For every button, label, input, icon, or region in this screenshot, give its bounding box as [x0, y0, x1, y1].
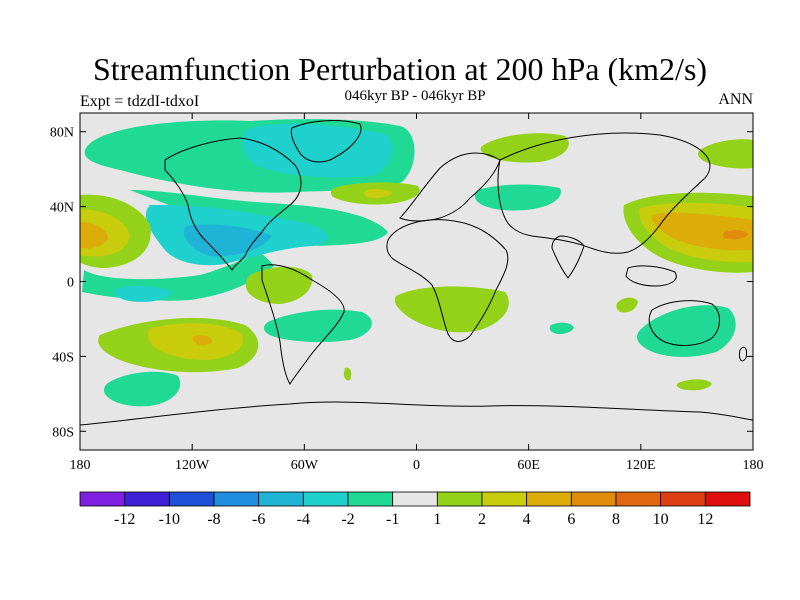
coastlines	[80, 120, 753, 426]
coast-se-asia	[625, 265, 677, 287]
contour-neg-greenland-core	[242, 123, 393, 178]
contour-neg-europe	[474, 184, 561, 211]
contour-neg-south-atlantic	[263, 309, 372, 343]
colorbar-label: 8	[612, 511, 620, 528]
lat-tick-label: 40S	[52, 350, 74, 365]
colorbar-label: 4	[523, 511, 531, 528]
coast-australia	[648, 300, 720, 346]
chart-subtitle: 046kyr BP - 046kyr BP	[344, 88, 486, 104]
contour-pos-japan-max	[722, 230, 748, 240]
colorbar-swatch	[570, 491, 617, 507]
lon-tick-label: 180	[70, 458, 91, 473]
contour-pos-north-atlantic-core	[364, 189, 392, 198]
contour-pos-pacific-west-core	[80, 222, 108, 249]
colorbar-swatch	[79, 491, 126, 507]
coast-asia	[497, 132, 711, 254]
colorbar-label: 12	[697, 511, 713, 528]
lat-tick-label: 80S	[52, 425, 74, 440]
colorbar-label: -10	[159, 511, 180, 528]
colorbar-swatch	[526, 491, 572, 507]
colorbar-swatch	[213, 491, 260, 507]
lat-tick-label: 0	[67, 276, 74, 291]
experiment-label: Expt = tdzdI-tdxoI	[80, 93, 200, 110]
coast-antarctica	[80, 401, 753, 426]
lat-tick-label: 40N	[50, 201, 74, 216]
lon-tick-label: 0	[413, 458, 420, 473]
contour-pos-japan-core	[651, 212, 753, 251]
colorbar-swatch	[615, 491, 662, 507]
contour-neg-south-ocean-east	[676, 379, 712, 391]
colorbar-swatch	[168, 491, 215, 507]
chart-title: Streamfunction Perturbation at 200 hPa (…	[92, 51, 708, 87]
colorbar-label: 2	[478, 511, 486, 528]
colorbar-label: -8	[207, 511, 220, 528]
colorbar-label: -6	[252, 511, 265, 528]
colorbar-label: 10	[653, 511, 669, 528]
colorbar-label: 1	[433, 511, 441, 528]
colorbar-label: -2	[341, 511, 354, 528]
colorbar-swatch	[436, 491, 483, 507]
contour-pos-arctic-siberia	[480, 133, 569, 163]
colorbar-label: -4	[297, 511, 310, 528]
lon-tick-label: 60W	[291, 458, 319, 473]
contour-pos-indian-ocean	[616, 297, 638, 313]
lon-tick-label: 120W	[175, 458, 210, 473]
contour-fields	[80, 119, 753, 407]
coast-new-zealand	[739, 346, 747, 362]
colorbar-swatch	[258, 491, 304, 507]
lat-axis: 80N 40N 0 40S 80S	[50, 126, 753, 440]
colorbar: -12 -10 -8 -6 -4 -2 -1 1 2 4 6 8 10 12	[79, 491, 751, 528]
colorbar-swatch	[124, 491, 170, 507]
contour-neg-southern-ocean	[104, 371, 181, 407]
contour-neg-east-pacific	[114, 285, 172, 302]
colorbar-swatch	[481, 491, 528, 507]
colorbar-swatch	[392, 491, 438, 507]
lon-tick-label: 120E	[626, 458, 656, 473]
contour-neg-indian-south	[549, 322, 574, 335]
season-label: ANN	[718, 91, 753, 108]
colorbar-swatch	[660, 491, 706, 507]
contour-neg-america-core	[184, 224, 272, 257]
contour-pos-south-pacific-core	[192, 335, 212, 345]
contour-neg-australia	[637, 305, 736, 357]
coast-africa	[386, 219, 509, 342]
contour-pos-arctic-east	[697, 139, 753, 169]
contour-pos-tropical-atlantic	[246, 266, 313, 304]
lon-tick-label: 180	[743, 458, 764, 473]
coast-greenland	[290, 120, 362, 163]
colorbar-swatch	[347, 491, 394, 507]
colorbar-label: -12	[114, 511, 135, 528]
coast-south-america	[261, 264, 345, 386]
lon-tick-label: 60E	[517, 458, 540, 473]
coast-india	[551, 235, 585, 279]
lat-tick-label: 80N	[50, 126, 74, 141]
colorbar-swatch	[302, 491, 349, 507]
lon-axis: 180 120W 60W 0 60E 120E 180	[70, 113, 764, 473]
coast-north-america	[164, 137, 302, 271]
contour-neg-small-atlantic	[343, 367, 352, 381]
colorbar-label: 6	[567, 511, 575, 528]
contour-neg-americas	[82, 190, 388, 301]
colorbar-label: -1	[386, 511, 399, 528]
coast-europe	[399, 152, 501, 222]
colorbar-swatch	[704, 491, 751, 507]
